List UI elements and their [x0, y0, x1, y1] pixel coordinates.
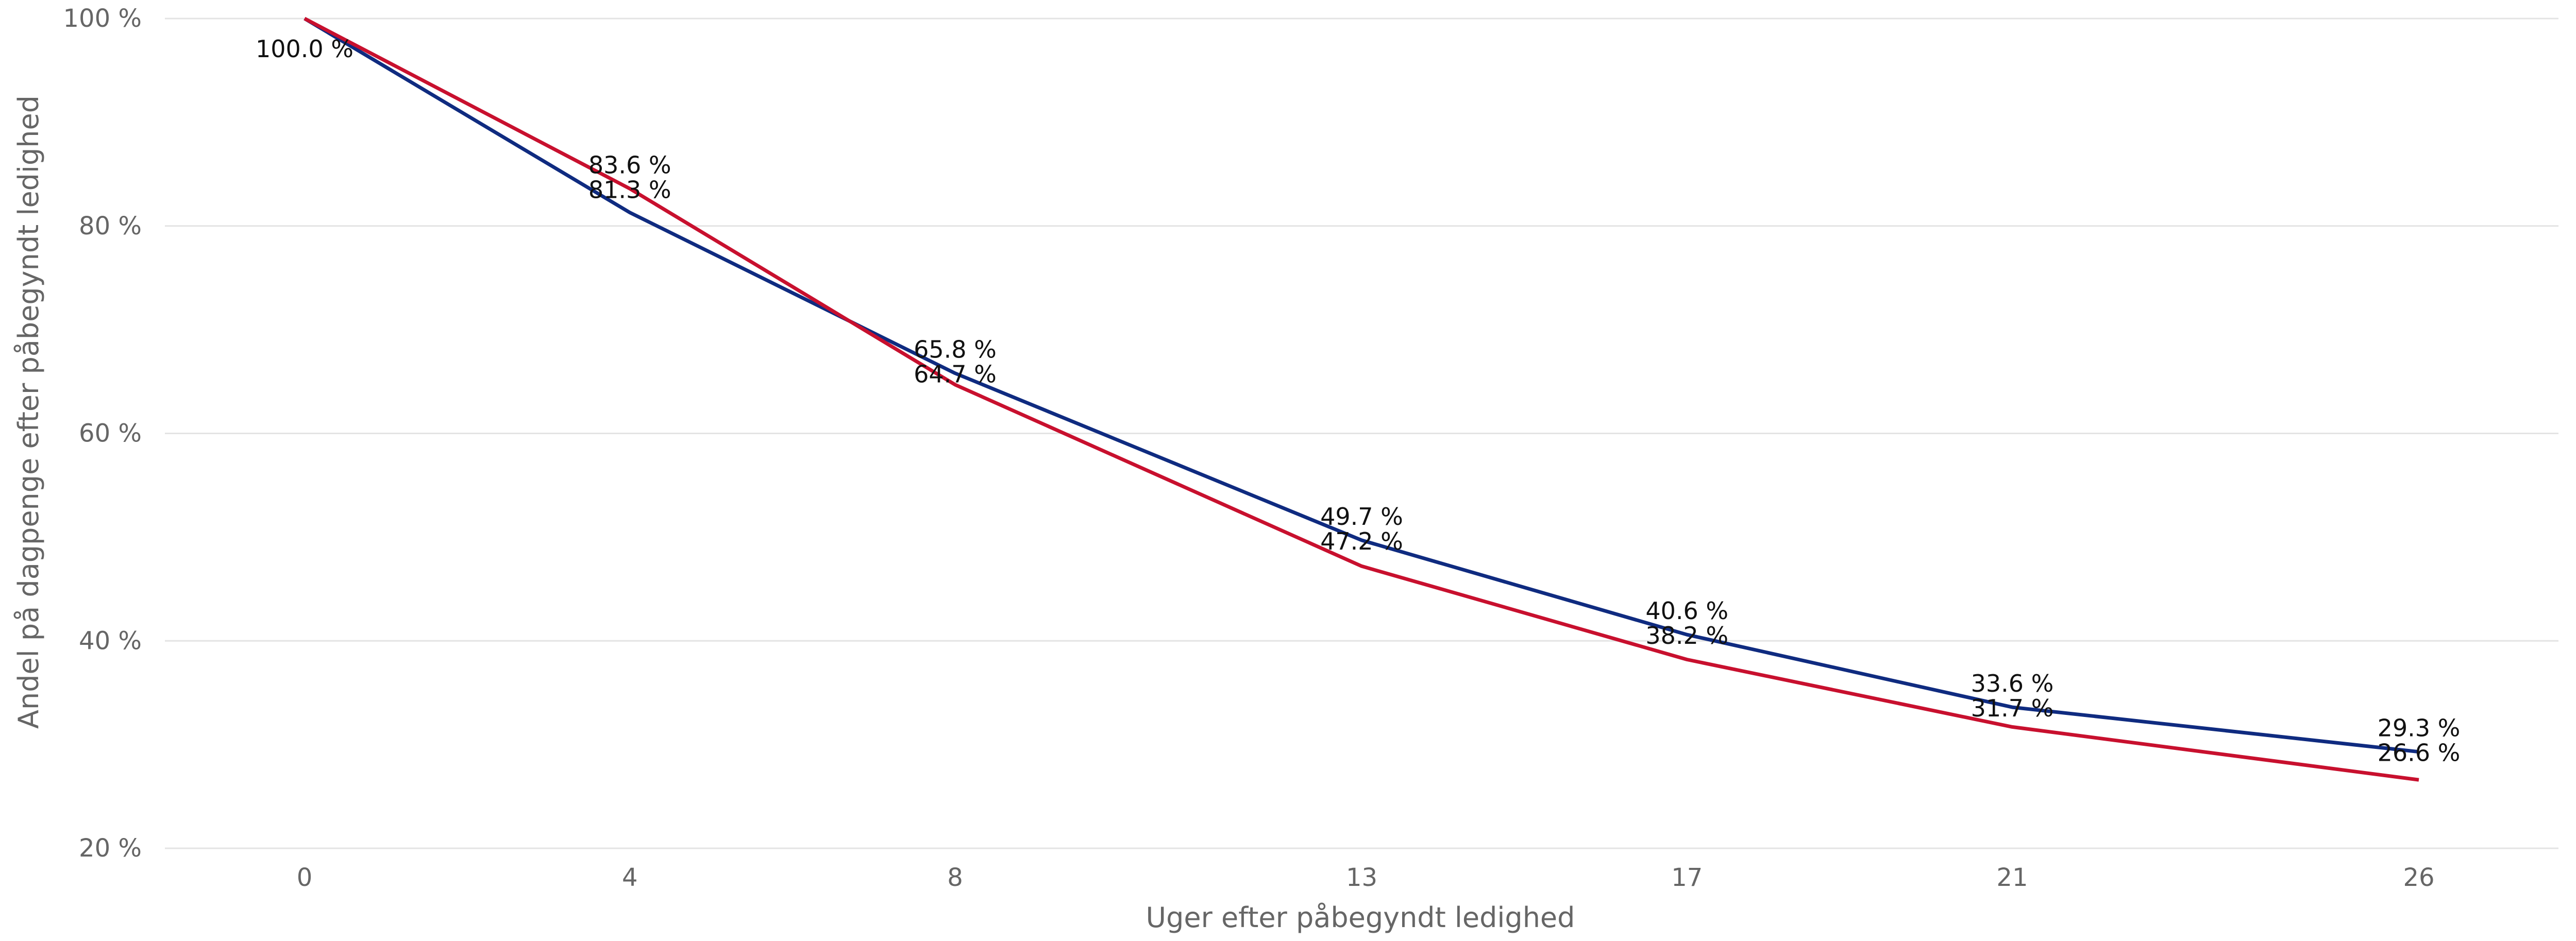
- y-tick-label: 100 %: [63, 4, 142, 33]
- x-tick-label: 17: [1671, 863, 1703, 892]
- x-tick-label: 0: [297, 863, 313, 892]
- gridlines: [165, 18, 2558, 849]
- series-lines: [304, 16, 2419, 782]
- x-tick-label: 13: [1346, 863, 1377, 892]
- y-tick-label: 80 %: [79, 212, 142, 241]
- y-tick-label: 20 %: [79, 834, 142, 863]
- data-label: 81.3 %: [588, 176, 671, 203]
- data-label: 64.7 %: [914, 361, 997, 388]
- data-label: 47.2 %: [1320, 527, 1403, 555]
- y-tick-label: 40 %: [79, 626, 142, 655]
- data-label: 83.6 %: [588, 151, 671, 179]
- data-label: 38.2 %: [1645, 622, 1728, 649]
- data-label: 40.6 %: [1645, 597, 1728, 625]
- data-label: 100.0 %: [256, 35, 353, 63]
- data-label: 49.7 %: [1320, 503, 1403, 531]
- x-tick-label: 8: [947, 863, 963, 892]
- y-axis-ticks: 20 % 40 % 60 % 80 % 100 %: [63, 4, 142, 863]
- data-labels: 100.0 % 83.6 %81.3 % 65.8 %64.7 % 49.7 %47.…: [256, 35, 2460, 767]
- data-label: 29.3 %: [2378, 714, 2461, 742]
- data-label: 31.7 %: [1971, 694, 2054, 722]
- x-axis-ticks: 0 4 8 13 17 21 26: [297, 863, 2435, 892]
- data-label: 65.8 %: [914, 336, 997, 364]
- data-label: 33.6 %: [1971, 670, 2054, 697]
- y-tick-label: 60 %: [79, 419, 142, 448]
- data-label: 26.6 %: [2378, 739, 2461, 767]
- series-line-2: [304, 16, 2419, 782]
- x-tick-label: 21: [1996, 863, 2028, 892]
- series-line-1: [304, 16, 2419, 754]
- x-axis-title: Uger efter påbegyndt ledighed: [1146, 901, 1575, 934]
- x-tick-label: 4: [622, 863, 638, 892]
- x-tick-label: 26: [2403, 863, 2434, 892]
- y-axis-title: Andel på dagpenge efter påbegyndt ledigh…: [12, 95, 45, 729]
